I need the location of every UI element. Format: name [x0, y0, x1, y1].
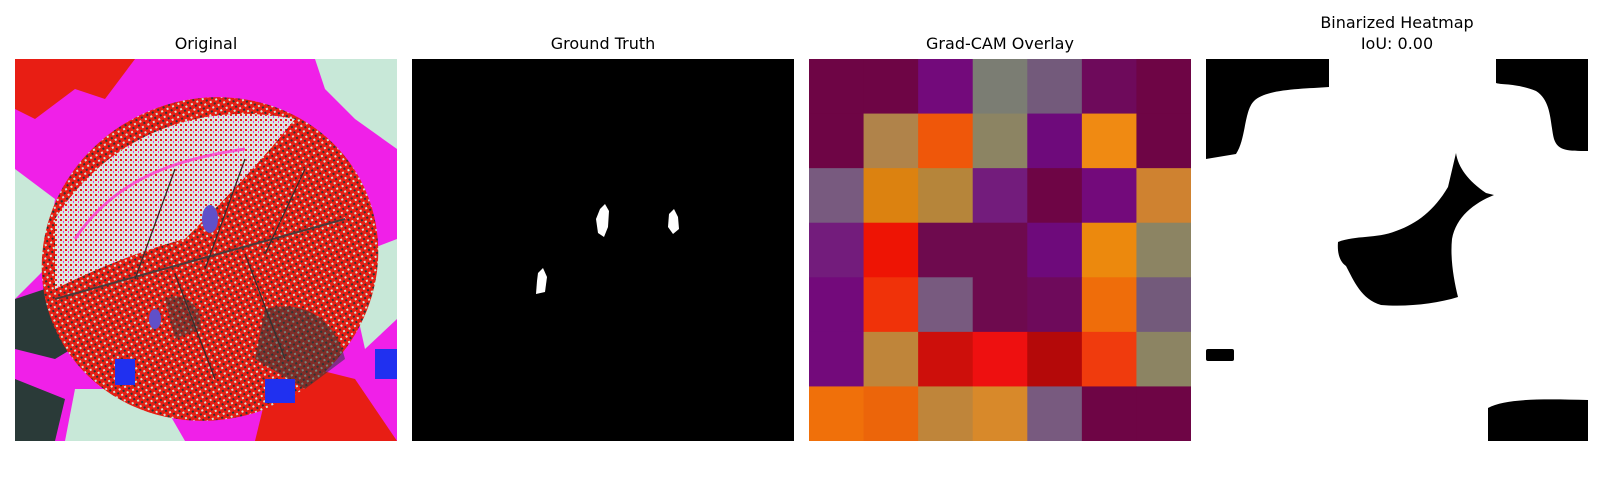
heatmap-cell-r1-c4 — [1027, 113, 1083, 169]
heatmap-cell-r1-c6 — [1136, 113, 1191, 169]
panel-title: Ground Truth — [550, 34, 656, 53]
heatmap-cell-r2-c2 — [918, 168, 974, 224]
heatmap-cell-r4-c3 — [972, 277, 1028, 333]
heatmap-cell-r4-c6 — [1136, 277, 1191, 333]
heatmap-cell-r4-c2 — [918, 277, 974, 333]
binarized-heatmap — [1206, 59, 1588, 441]
heatmap-cell-r5-c6 — [1136, 331, 1191, 387]
heatmap-cell-r4-c0 — [809, 277, 865, 333]
heatmap-cell-r1-c5 — [1081, 113, 1137, 169]
heatmap-cell-r0-c0 — [809, 59, 865, 115]
heatmap-cell-r0-c2 — [918, 59, 974, 115]
heatmap-cell-r2-c5 — [1081, 168, 1137, 224]
heatmap-cell-r0-c1 — [863, 59, 919, 115]
heatmap-cell-r2-c0 — [809, 168, 865, 224]
heatmap-cell-r2-c1 — [863, 168, 919, 224]
binary-map-svg — [1206, 59, 1588, 441]
heatmap-cell-r5-c4 — [1027, 331, 1083, 387]
heatmap-cell-r3-c3 — [972, 222, 1028, 278]
heatmap-cell-r6-c4 — [1027, 386, 1083, 441]
heatmap-cell-r4-c1 — [863, 277, 919, 333]
heatmap-cell-r2-c6 — [1136, 168, 1191, 224]
heatmap-cell-r1-c3 — [972, 113, 1028, 169]
heatmap-grid — [809, 59, 1191, 441]
heatmap-cell-r1-c0 — [809, 113, 865, 169]
iou-score: IoU: 0.00 — [1360, 34, 1434, 53]
ground-truth-mask — [412, 59, 794, 441]
heatmap-cell-r0-c6 — [1136, 59, 1191, 115]
heatmap-cell-r6-c0 — [809, 386, 865, 441]
heatmap-cell-r3-c5 — [1081, 222, 1137, 278]
heatmap-cell-r5-c3 — [972, 331, 1028, 387]
heatmap-cell-r3-c2 — [918, 222, 974, 278]
heatmap-cell-r1-c2 — [918, 113, 974, 169]
heatmap-cell-r4-c4 — [1027, 277, 1083, 333]
heatmap-cell-r6-c2 — [918, 386, 974, 441]
heatmap-cell-r0-c3 — [972, 59, 1028, 115]
heatmap-cell-r3-c6 — [1136, 222, 1191, 278]
heatmap-cell-r5-c1 — [863, 331, 919, 387]
heatmap-cell-r6-c6 — [1136, 386, 1191, 441]
heatmap-cell-r2-c4 — [1027, 168, 1083, 224]
panel-title: Binarized Heatmap — [1320, 13, 1474, 32]
heatmap-cell-r3-c4 — [1027, 222, 1083, 278]
mask-svg — [412, 59, 794, 441]
heatmap-cell-r3-c0 — [809, 222, 865, 278]
heatmap-cell-r1-c1 — [863, 113, 919, 169]
heatmap-cell-r2-c3 — [972, 168, 1028, 224]
panel-title: Grad-CAM Overlay — [926, 34, 1074, 53]
heatmap-cell-r0-c4 — [1027, 59, 1083, 115]
gradcam-heatmap — [809, 59, 1191, 441]
original-leaf-image — [15, 59, 397, 441]
heatmap-cell-r5-c2 — [918, 331, 974, 387]
panel-title: Original — [174, 34, 238, 53]
heatmap-cell-r6-c5 — [1081, 386, 1137, 441]
leaf-image-svg — [15, 59, 397, 441]
heatmap-cell-r5-c5 — [1081, 331, 1137, 387]
heatmap-cell-r6-c3 — [972, 386, 1028, 441]
heatmap-cell-r3-c1 — [863, 222, 919, 278]
heatmap-cell-r0-c5 — [1081, 59, 1137, 115]
heatmap-cell-r6-c1 — [863, 386, 919, 441]
heatmap-cell-r5-c0 — [809, 331, 865, 387]
heatmap-cell-r4-c5 — [1081, 277, 1137, 333]
